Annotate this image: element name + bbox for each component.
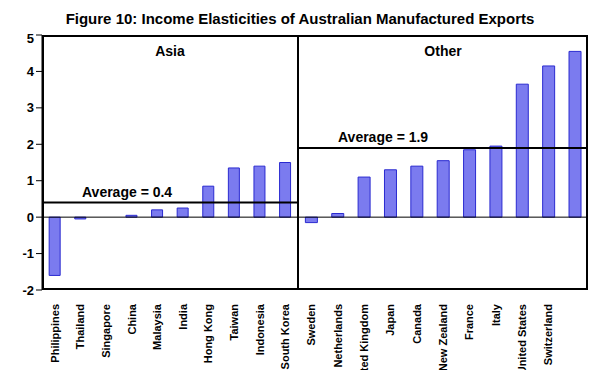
svg-text:Italy: Italy — [490, 303, 502, 326]
svg-text:1: 1 — [27, 173, 34, 188]
svg-text:3: 3 — [27, 100, 34, 115]
svg-text:Taiwan: Taiwan — [228, 304, 240, 341]
html-text:Other: Other — [424, 43, 462, 59]
svg-text:4: 4 — [27, 64, 35, 79]
svg-text:-2: -2 — [22, 283, 34, 298]
svg-text:South Korea: South Korea — [279, 303, 291, 369]
svg-text:Hong Kong: Hong Kong — [202, 304, 214, 363]
svg-text:Canada: Canada — [411, 303, 423, 344]
svg-text:5: 5 — [27, 31, 34, 46]
svg-text:Philippines: Philippines — [49, 304, 61, 363]
svg-text:-1: -1 — [22, 246, 34, 261]
svg-text:Average = 0.4: Average = 0.4 — [82, 184, 172, 200]
html-text:Asia: Asia — [155, 43, 185, 59]
svg-text:United States: United States — [516, 304, 528, 370]
svg-text:Malaysia: Malaysia — [151, 303, 163, 350]
svg-text:Indonesia: Indonesia — [254, 303, 266, 355]
svg-text:France: France — [463, 304, 475, 340]
svg-text:Average = 1.9: Average = 1.9 — [338, 129, 428, 145]
svg-text:India: India — [177, 303, 189, 330]
svg-text:United Kingdom: United Kingdom — [358, 304, 370, 370]
svg-text:Sweden: Sweden — [305, 304, 317, 346]
svg-text:New Zealand: New Zealand — [437, 304, 449, 370]
svg-text:Switzerland: Switzerland — [542, 304, 554, 365]
svg-text:Netherlands: Netherlands — [332, 304, 344, 368]
svg-text:2: 2 — [27, 137, 34, 152]
svg-text:Thailand: Thailand — [74, 304, 86, 349]
svg-text:Singapore: Singapore — [100, 304, 112, 358]
svg-text:China: China — [126, 303, 138, 334]
svg-text:Japan: Japan — [384, 304, 396, 336]
svg-text:0: 0 — [27, 210, 34, 225]
html-text:Figure 10: Income Elasticities: Figure 10: Income Elasticities of Austra… — [65, 10, 535, 27]
